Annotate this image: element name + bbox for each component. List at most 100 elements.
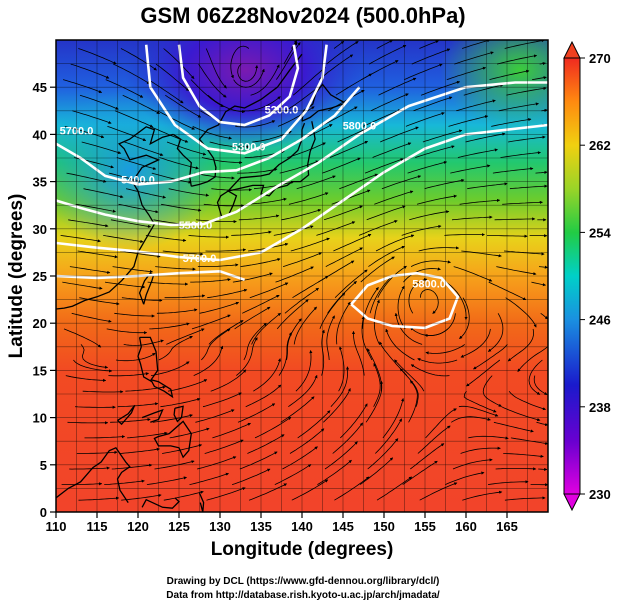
streamline (120, 250, 161, 258)
streamline (317, 260, 355, 283)
streamline (508, 135, 546, 143)
streamline (103, 235, 144, 244)
contour-label: 5300.0 (232, 141, 266, 153)
streamline (155, 266, 196, 271)
streamline (493, 421, 534, 433)
streamline (166, 328, 205, 345)
streamline (538, 265, 548, 269)
streamline (231, 230, 272, 236)
credit-data: Data from http://database.rish.kyoto-u.a… (166, 590, 440, 601)
streamline (238, 214, 280, 221)
streamline (419, 40, 439, 49)
y-axis-label: Latitude (degrees) (6, 194, 27, 359)
streamline (330, 366, 350, 407)
streamline (374, 190, 414, 205)
streamline (236, 337, 258, 376)
streamline (237, 63, 259, 82)
streamline (209, 141, 251, 149)
streamline (322, 157, 361, 174)
coastline (173, 405, 184, 423)
streamline (368, 245, 405, 267)
streamline (157, 110, 195, 130)
streamline (501, 406, 541, 422)
streamline (332, 422, 364, 454)
streamline (68, 219, 109, 228)
streamline (333, 234, 372, 252)
coastline (198, 492, 205, 512)
streamline (122, 94, 160, 114)
streamline (154, 460, 195, 470)
streamline (487, 480, 529, 485)
streamline (366, 205, 406, 221)
streamline (510, 437, 548, 445)
streamline (468, 435, 509, 440)
streamline (61, 482, 103, 486)
streamline (381, 175, 422, 190)
y-axis-ticks: 0 5 10 15 20 25 30 35 40 45 (33, 80, 56, 520)
streamline (108, 372, 150, 377)
streamline (532, 76, 547, 80)
streamline (197, 456, 237, 470)
streamline (451, 416, 491, 423)
streamline (152, 414, 193, 423)
streamline (504, 40, 545, 49)
streamline (538, 467, 548, 472)
streamline (75, 405, 116, 409)
streamline (127, 431, 168, 439)
streamline (502, 200, 543, 205)
streamline (156, 308, 198, 314)
streamline (463, 390, 497, 413)
streamline (288, 374, 318, 408)
coastline (153, 420, 192, 459)
streamline (248, 483, 288, 501)
streamline (202, 392, 242, 408)
streamline (253, 358, 282, 392)
streamline (318, 54, 354, 80)
streamline (494, 217, 536, 221)
streamline (505, 297, 537, 328)
coastline (221, 121, 316, 218)
streamline (286, 318, 302, 361)
contour-label: 5800.0 (343, 121, 377, 133)
streamline (80, 344, 109, 369)
streamline (367, 348, 382, 392)
y-tick-label: 15 (33, 363, 47, 378)
streamline (461, 250, 502, 258)
streamline (473, 344, 508, 370)
streamline (491, 117, 532, 127)
streamline (296, 175, 336, 190)
streamline (461, 40, 491, 49)
streamline (360, 256, 395, 283)
streamline (465, 132, 506, 143)
streamline (64, 126, 105, 139)
streamline (105, 79, 144, 98)
streamline (190, 79, 224, 107)
x-tick-label: 160 (455, 519, 477, 534)
credit-drawing: Drawing by DCL (https://www.gfd-dennou.o… (167, 576, 440, 587)
streamline (289, 428, 325, 454)
streamline (375, 234, 415, 252)
streamline (326, 315, 335, 361)
chart-title: GSM 06Z28Nov2024 (500.0hPa) (140, 3, 465, 28)
colorbar-ticks: 270 262 254 246 238 230 (580, 51, 611, 502)
x-tick-label: 135 (250, 519, 272, 534)
streamline (149, 322, 190, 330)
streamline (279, 160, 320, 174)
streamline (106, 328, 148, 335)
streamline (463, 83, 504, 96)
colorbar-tick-label: 238 (589, 400, 611, 415)
streamline (199, 301, 240, 314)
streamline (121, 493, 162, 501)
streamline (425, 408, 457, 439)
streamline (63, 328, 102, 348)
streamline (338, 346, 345, 392)
streamline (110, 417, 151, 423)
streamline (536, 421, 548, 427)
streamline (403, 267, 441, 283)
x-axis-ticks: 110 115 120 125 130 135 140 145 150 155 160 165 (46, 512, 518, 534)
streamline (235, 120, 276, 128)
streamline (126, 188, 167, 199)
streamline (231, 468, 271, 485)
y-tick-label: 30 (33, 222, 47, 237)
